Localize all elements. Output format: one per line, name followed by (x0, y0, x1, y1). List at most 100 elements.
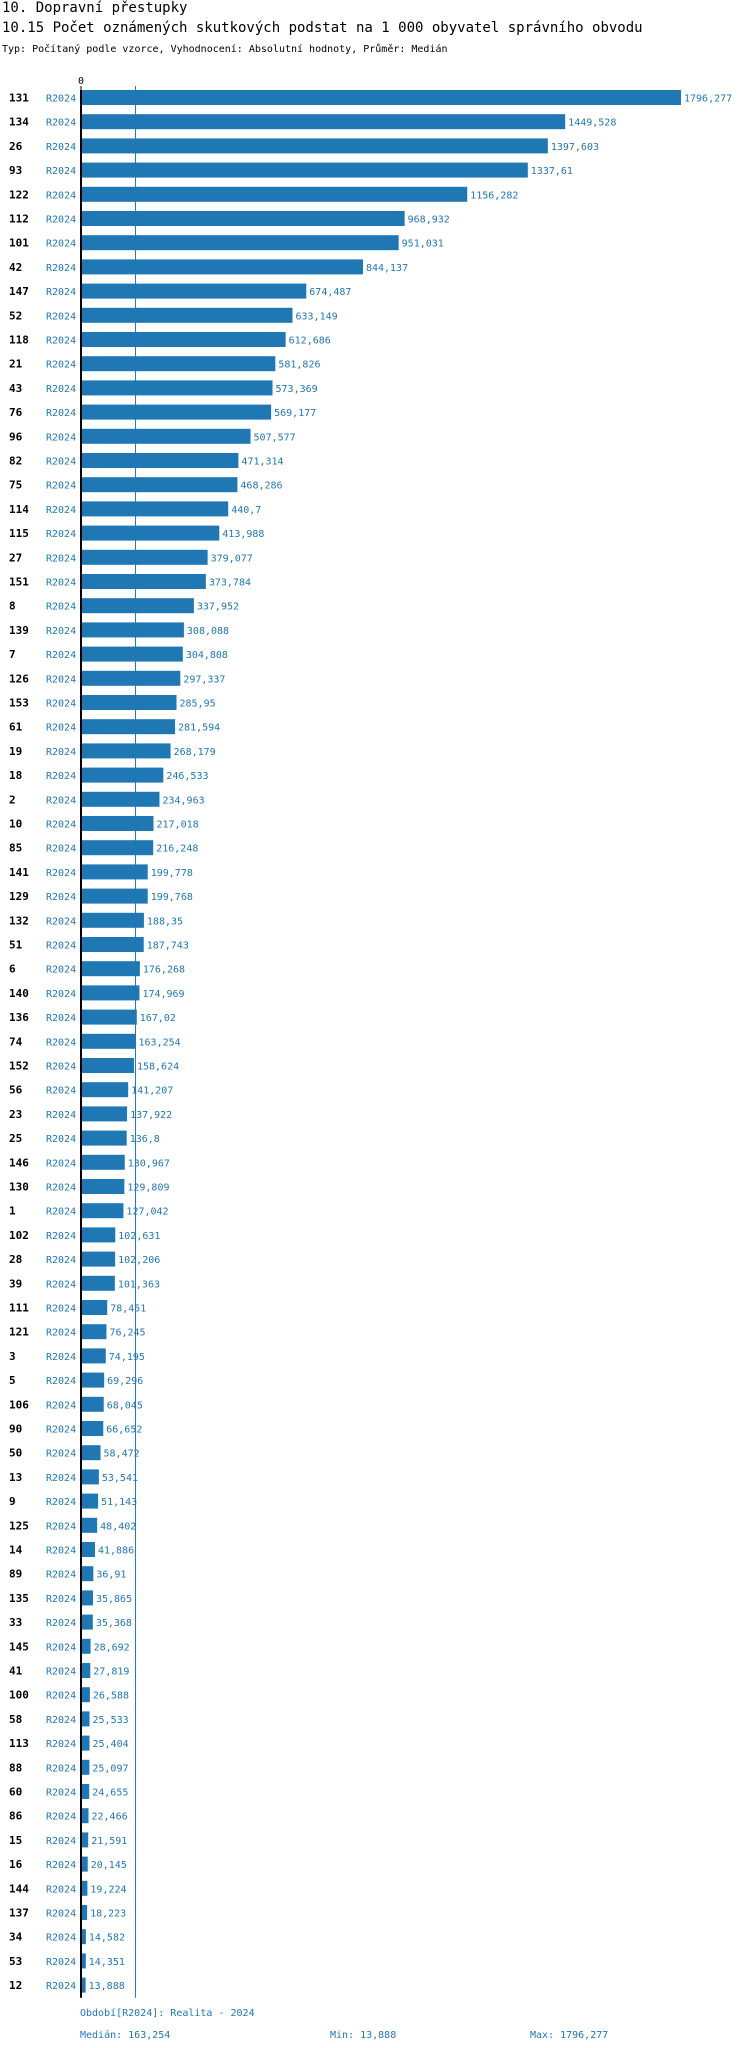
bar (81, 1469, 99, 1485)
bar (81, 1929, 86, 1945)
bar-value-label: 674,487 (309, 287, 351, 298)
bar-value-label: 18,223 (90, 1909, 126, 1920)
bar-value-label: 844,137 (366, 263, 408, 274)
row-series-label: R2024 (46, 674, 76, 685)
row-id: 43 (9, 382, 22, 395)
row-series-label: R2024 (46, 1255, 76, 1266)
row-id: 56 (9, 1084, 23, 1097)
period-label: Období[R2024]: Realita - 2024 (80, 2008, 255, 2019)
bar-value-label: 1397,603 (551, 142, 599, 153)
row-id: 16 (9, 1858, 23, 1871)
bar-value-label: 216,248 (156, 844, 198, 855)
row-id: 135 (9, 1592, 29, 1605)
row-series-label: R2024 (46, 771, 76, 782)
bar-value-label: 471,314 (241, 457, 283, 468)
row-id: 131 (9, 92, 29, 105)
row-id: 118 (9, 334, 29, 347)
bar (81, 670, 181, 686)
bar (81, 1082, 129, 1098)
row-series-label: R2024 (46, 1909, 76, 1920)
bar-value-label: 633,149 (295, 311, 337, 322)
row-id: 85 (9, 842, 22, 855)
bar (81, 1566, 94, 1582)
bar-value-label: 20,145 (91, 1860, 127, 1871)
bar-value-label: 27,819 (93, 1667, 129, 1678)
row-id: 7 (9, 648, 16, 661)
bar-value-label: 413,988 (222, 529, 264, 540)
bar (81, 477, 238, 493)
row-id: 13 (9, 1471, 22, 1484)
bar-value-label: 41,886 (98, 1546, 134, 1557)
bar (81, 90, 681, 105)
bar (81, 1493, 99, 1509)
row-series-label: R2024 (46, 1667, 76, 1678)
bar (81, 307, 293, 323)
row-id: 130 (9, 1181, 29, 1194)
row-id: 42 (9, 261, 22, 274)
row-series-label: R2024 (46, 916, 76, 927)
bar-value-label: 24,655 (92, 1788, 128, 1799)
bar (81, 1808, 89, 1824)
bar (81, 1759, 90, 1775)
row-series-label: R2024 (46, 1691, 76, 1702)
row-series-label: R2024 (46, 360, 76, 371)
row-id: 5 (9, 1374, 16, 1387)
bar-value-label: 28,692 (94, 1642, 130, 1653)
bar (81, 501, 229, 517)
row-series-label: R2024 (46, 336, 76, 347)
row-id: 134 (9, 116, 29, 129)
row-series-label: R2024 (46, 1981, 76, 1992)
bar (81, 1445, 101, 1461)
bar (81, 1784, 90, 1799)
bar-value-label: 136,8 (130, 1134, 160, 1145)
bar (81, 1348, 106, 1364)
row-series-label: R2024 (46, 94, 76, 105)
median-label: Medián: 163,254 (80, 2030, 171, 2041)
row-series-label: R2024 (46, 1086, 76, 1097)
row-id: 74 (9, 1035, 23, 1048)
bar (81, 1179, 125, 1194)
row-series-label: R2024 (46, 1158, 76, 1169)
row-series-label: R2024 (46, 1933, 76, 1944)
bar (81, 1058, 134, 1073)
bar-value-label: 130,967 (128, 1158, 170, 1169)
bar (81, 937, 144, 952)
row-series-label: R2024 (46, 1328, 76, 1339)
row-id: 112 (9, 213, 29, 226)
bar-value-label: 25,533 (93, 1715, 129, 1726)
row-id: 90 (9, 1423, 22, 1436)
bar (81, 1130, 127, 1146)
row-id: 8 (9, 600, 16, 613)
bar-value-label: 141,207 (131, 1086, 173, 1097)
row-id: 88 (9, 1761, 22, 1774)
bar (81, 1300, 108, 1315)
row-series-label: R2024 (46, 844, 76, 855)
row-id: 12 (9, 1979, 22, 1992)
bar (81, 211, 405, 226)
row-series-label: R2024 (46, 1957, 76, 1968)
row-id: 33 (9, 1616, 22, 1629)
row-series-label: R2024 (46, 626, 76, 637)
bar-value-label: 573,369 (276, 384, 318, 395)
bar-value-label: 1449,528 (568, 118, 616, 129)
row-id: 53 (9, 1955, 22, 1968)
row-series-label: R2024 (46, 820, 76, 831)
row-id: 139 (9, 624, 29, 637)
bar (81, 259, 363, 275)
row-id: 132 (9, 914, 29, 927)
row-series-label: R2024 (46, 1183, 76, 1194)
bar-value-label: 304,808 (186, 650, 228, 661)
bar (81, 186, 468, 202)
bar-value-label: 217,018 (156, 820, 198, 831)
bar (81, 1711, 90, 1727)
row-id: 82 (9, 455, 22, 468)
row-id: 27 (9, 551, 22, 564)
bar-value-label: 440,7 (231, 505, 261, 516)
bar (81, 888, 148, 904)
bar (81, 574, 206, 589)
bar-value-label: 102,206 (118, 1255, 160, 1266)
row-series-label: R2024 (46, 965, 76, 976)
bar (81, 719, 176, 735)
row-series-label: R2024 (46, 1110, 76, 1121)
bar (81, 1396, 104, 1412)
